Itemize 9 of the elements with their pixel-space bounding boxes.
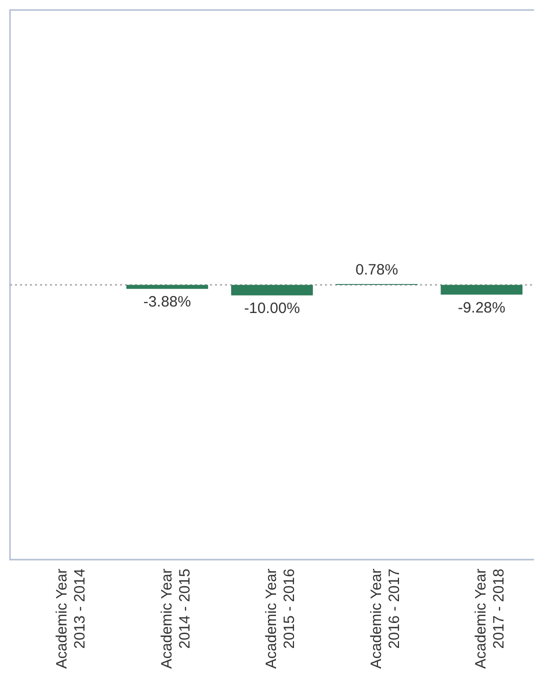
x-tick-label: Academic Year 2016 - 2017 — [368, 568, 403, 669]
x-tick-label: Academic Year 2017 - 2018 — [472, 568, 508, 669]
data-label: -10.00% — [244, 300, 300, 318]
data-label: -3.88% — [143, 294, 191, 311]
x-tick-label: Academic Year 2013 - 2014 — [54, 568, 89, 669]
data-label: -9.28% — [458, 299, 506, 316]
x-tick-label: Academic Year 2015 - 2016 — [263, 568, 298, 669]
data-label: 0.78% — [356, 262, 398, 279]
x-tick-label: Academic Year 2014 - 2015 — [158, 568, 194, 669]
